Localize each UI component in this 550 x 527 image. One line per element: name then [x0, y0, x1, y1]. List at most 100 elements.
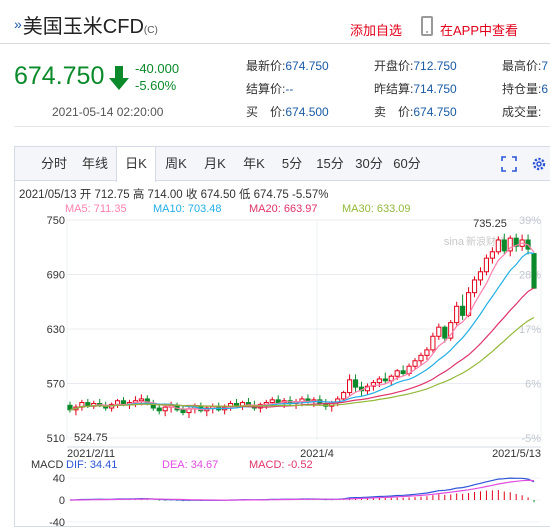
- quote-stat-value: --: [285, 82, 294, 96]
- tab-period[interactable]: 月K: [204, 156, 226, 171]
- candle-body: [341, 392, 347, 400]
- quote-stat-label: 成交量:: [502, 105, 542, 119]
- candle-body: [186, 408, 192, 414]
- price-change: -40.000 -5.60%: [135, 60, 179, 94]
- candle-body: [430, 335, 436, 351]
- quote-stat-item: 卖 价:674.750: [374, 103, 457, 120]
- change-value: -40.000: [135, 61, 180, 76]
- page-header: »美国玉米CFD(C) 添加自选 在APP中查看: [0, 0, 550, 44]
- candle-body: [501, 239, 507, 252]
- candle-body: [507, 237, 513, 252]
- candle-body: [489, 251, 495, 259]
- candle-body: [352, 379, 359, 388]
- view-in-app-link[interactable]: 在APP中查看: [440, 23, 519, 38]
- macd-title: MACD: [31, 459, 64, 471]
- percent-tick-label: 6%: [525, 379, 541, 391]
- quote-stat-value: 714.750: [413, 82, 457, 96]
- percent-tick-label: 28%: [519, 270, 541, 282]
- add-watchlist-link[interactable]: 添加自选: [350, 23, 403, 38]
- tab-period[interactable]: 15分: [316, 156, 344, 171]
- candle-body: [424, 349, 430, 356]
- quote-stat-item: 持仓量:6: [502, 80, 548, 97]
- macd-tick-label: 0: [59, 495, 65, 507]
- macd-tick-label: 40: [53, 473, 65, 485]
- y-axis-tick-label: 510: [47, 433, 65, 445]
- ma10-line: [69, 251, 535, 411]
- quote-stat-item: 买 价:674.500: [246, 103, 329, 120]
- watermark-brand: sina: [444, 236, 465, 248]
- x-axis-tick-label: 2021/5/13: [492, 448, 541, 460]
- y-axis-tick-label: 690: [47, 270, 65, 282]
- quote-divider: [14, 126, 550, 127]
- y-axis-tick-label: 570: [47, 379, 65, 391]
- candle-body: [180, 409, 186, 414]
- macd-value-label: MACD: -0.52: [249, 459, 313, 471]
- ma10-label: MA10: 703.48: [153, 203, 222, 215]
- quote-stat-label: 最高价:: [502, 59, 542, 73]
- quote-stat-value: 6: [541, 82, 549, 96]
- quote-stat-value: 674.750: [413, 105, 457, 119]
- candle-body: [394, 370, 400, 377]
- candle-body: [370, 382, 376, 387]
- tab-period[interactable]: 周K: [165, 156, 187, 171]
- instrument-suffix: (C): [143, 25, 158, 36]
- instrument-name: 美国玉米CFD: [22, 16, 144, 38]
- ohlc-info: 2021/05/13 开 712.75 高 714.00 收 674.50 低 …: [19, 189, 329, 201]
- candle-body: [376, 378, 382, 384]
- candle-body: [418, 354, 424, 362]
- candle-body: [156, 407, 162, 412]
- instrument-title: »美国玉米CFD(C): [14, 10, 158, 39]
- period-tabs: 分时 年线 日K 周K 月K 年K 5分 15分 30分 60分: [15, 147, 550, 182]
- quote-stat-item: 成交量:: [502, 103, 541, 120]
- candle-body: [471, 279, 478, 294]
- ma5-label: MA5: 711.35: [65, 203, 127, 215]
- quote-stat-label: 最新价:: [246, 59, 286, 73]
- y-axis-tick-label: 750: [47, 215, 65, 227]
- quote-stat-label: 结算价:: [246, 82, 286, 96]
- candle-body: [347, 379, 353, 394]
- ma5-line: [69, 242, 535, 411]
- tab-period[interactable]: 年K: [243, 156, 265, 171]
- candle-body: [382, 378, 388, 382]
- candle-body: [448, 322, 454, 339]
- tab-period[interactable]: 日K: [116, 147, 156, 182]
- tab-period[interactable]: 分时: [40, 156, 67, 171]
- tab-period[interactable]: 30分: [355, 156, 383, 171]
- candle-body: [531, 253, 537, 289]
- candle-body: [454, 305, 460, 324]
- ma30-label: MA30: 633.09: [342, 203, 411, 215]
- candle-body: [495, 239, 501, 253]
- quote-stat-item: 最新价:674.750: [246, 57, 329, 74]
- candle-body: [477, 271, 484, 281]
- dif-label: DIF: 34.41: [66, 459, 118, 471]
- tab-period[interactable]: 60分: [393, 156, 421, 171]
- tab-period[interactable]: 年线: [81, 156, 108, 171]
- quote-stat-value: 712.750: [413, 59, 457, 73]
- percent-tick-label: 17%: [519, 324, 541, 336]
- quote-stat-label: 昨结算:: [374, 82, 414, 96]
- ma30-line: [69, 316, 535, 411]
- candle-body: [275, 399, 281, 404]
- candle-body: [436, 326, 442, 337]
- dea-label: DEA: 34.67: [162, 459, 219, 471]
- max-price-label: 735.25: [473, 218, 507, 230]
- candle-body: [67, 404, 73, 411]
- candle-body: [162, 406, 168, 412]
- tab-period[interactable]: 5分: [281, 156, 303, 171]
- quote-stat-label: 卖 价:: [374, 105, 414, 119]
- candle-body: [442, 326, 448, 339]
- fullscreen-icon[interactable]: [501, 156, 517, 172]
- quote-timestamp: 2021-05-14 02:20:00: [52, 105, 164, 119]
- quote-stat-item: 结算价:--: [246, 80, 293, 97]
- dea-line: [70, 479, 535, 501]
- quote-stat-item: 昨结算:714.750: [374, 80, 457, 97]
- x-axis-tick-label: 2021/4: [300, 448, 334, 460]
- y-axis-tick-label: 630: [47, 324, 65, 336]
- candle-body: [138, 398, 144, 402]
- quote-stat-value: 674.500: [285, 105, 329, 119]
- candle-body: [483, 257, 490, 273]
- ma20-label: MA20: 663.97: [249, 203, 318, 215]
- title-marker-icon: »: [14, 16, 22, 32]
- settings-gear-icon[interactable]: [531, 156, 547, 172]
